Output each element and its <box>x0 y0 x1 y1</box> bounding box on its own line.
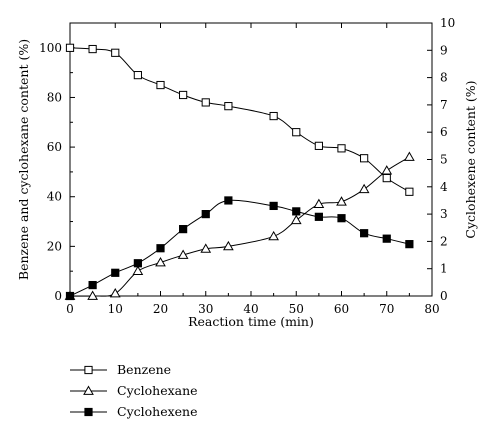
y-right-tick-label: 5 <box>440 153 448 167</box>
data-point-benzene <box>314 141 323 150</box>
data-point-cyclohexane <box>223 240 234 251</box>
data-point-cyclohexane <box>358 183 370 194</box>
y-right-tick-label: 4 <box>440 180 448 194</box>
data-point-cyclohexene <box>337 214 346 223</box>
y-right-tick-label: 10 <box>440 16 455 30</box>
y-right-tick-label: 3 <box>440 207 448 221</box>
x-tick-label: 20 <box>153 302 168 316</box>
y-left-tick-label: 20 <box>47 239 62 253</box>
series-line-cyclohexane <box>69 156 410 297</box>
data-point-benzene <box>224 102 233 111</box>
data-point-benzene <box>360 154 369 163</box>
legend-marker <box>83 385 94 395</box>
data-point-cyclohexane <box>155 256 166 267</box>
y-left-tick-label: 100 <box>39 41 62 55</box>
data-point-cyclohexane <box>132 265 144 276</box>
legend: Benzene Cyclohexane Cyclohexene <box>70 362 198 419</box>
y-left-tick-label: 40 <box>47 190 62 204</box>
legend-label: Benzene <box>117 362 171 377</box>
y-left-tick-label: 80 <box>47 90 62 104</box>
y-right-tick-label: 0 <box>440 289 448 303</box>
series-line-cyclohexene <box>69 199 410 297</box>
y-axis-left-title: Benzene and cyclohexane content (%) <box>16 39 31 280</box>
data-point-benzene <box>111 48 120 57</box>
series-benzene <box>65 43 414 196</box>
series-cyclohexane <box>64 151 415 300</box>
data-point-benzene <box>156 80 165 90</box>
data-point-cyclohexene <box>133 259 142 268</box>
data-point-benzene <box>65 43 75 52</box>
data-point-benzene <box>337 144 346 153</box>
y-right-tick-label: 1 <box>440 262 448 276</box>
y-right-tick-label: 2 <box>440 234 448 248</box>
series-cyclohexene <box>65 196 414 301</box>
data-point-benzene <box>201 98 210 107</box>
data-point-benzene <box>269 111 278 121</box>
data-point-cyclohexane <box>268 230 279 241</box>
data-point-cyclohexene <box>269 201 278 211</box>
data-point-cyclohexane <box>381 165 393 175</box>
data-point-benzene <box>405 187 414 196</box>
data-point-cyclohexene <box>65 291 75 301</box>
y-right-tick-label: 9 <box>440 43 448 57</box>
data-point-cyclohexane <box>87 290 98 300</box>
plot-frame <box>69 22 433 297</box>
data-point-cyclohexene <box>156 244 165 253</box>
x-tick-label: 70 <box>379 302 394 316</box>
axes: 0 10 20 30 40 50 60 70 8002040608010001234567891… <box>39 16 455 316</box>
data-point-cyclohexane <box>336 196 347 206</box>
legend-item-benzene: Benzene <box>70 362 171 377</box>
data-point-cyclohexene <box>405 240 414 249</box>
x-tick-label: 10 <box>108 302 123 316</box>
y-axis-right-title: Cyclohexene content (%) <box>463 80 478 238</box>
data-point-cyclohexane <box>200 243 212 253</box>
data-point-cyclohexene <box>360 229 369 238</box>
data-point-cyclohexane <box>109 288 121 298</box>
legend-label: Cyclohexane <box>117 383 198 398</box>
x-tick-label: 30 <box>198 302 213 316</box>
y-right-tick-label: 6 <box>440 125 448 139</box>
x-axis-title: Reaction time (min) <box>188 314 314 329</box>
data-point-benzene <box>382 174 391 183</box>
legend-marker <box>84 365 93 375</box>
data-point-cyclohexene <box>201 210 210 219</box>
x-tick-label: 40 <box>243 302 258 316</box>
data-point-benzene <box>88 44 97 54</box>
legend-item-cyclohexane: Cyclohexane <box>70 383 198 398</box>
data-point-cyclohexene <box>111 268 120 277</box>
series-layer <box>64 43 415 301</box>
y-right-tick-label: 8 <box>440 71 448 85</box>
data-point-cyclohexene <box>382 234 391 243</box>
x-tick-label: 80 <box>424 302 439 316</box>
data-point-cyclohexane <box>177 249 189 259</box>
data-point-cyclohexane <box>404 151 415 161</box>
data-point-cyclohexene <box>88 280 97 290</box>
data-point-cyclohexene <box>179 225 188 234</box>
legend-item-cyclohexene: Cyclohexene <box>70 404 198 419</box>
x-tick-label: 0 <box>66 302 74 316</box>
y-left-tick-label: 60 <box>47 140 62 154</box>
series-line-benzene <box>69 47 410 193</box>
x-tick-label: 60 <box>334 302 349 316</box>
y-right-tick-label: 7 <box>440 98 448 112</box>
data-point-cyclohexane <box>290 214 302 225</box>
data-point-benzene <box>292 128 301 137</box>
data-point-cyclohexane <box>313 198 325 209</box>
legend-marker <box>84 407 93 417</box>
data-point-benzene <box>133 71 142 80</box>
x-tick-label: 50 <box>289 302 304 316</box>
legend-label: Cyclohexene <box>117 404 198 419</box>
y-left-tick-label: 0 <box>54 289 62 303</box>
data-point-cyclohexene <box>224 196 233 205</box>
data-point-benzene <box>179 90 188 100</box>
data-point-cyclohexene <box>314 212 323 221</box>
data-point-cyclohexene <box>292 207 301 216</box>
